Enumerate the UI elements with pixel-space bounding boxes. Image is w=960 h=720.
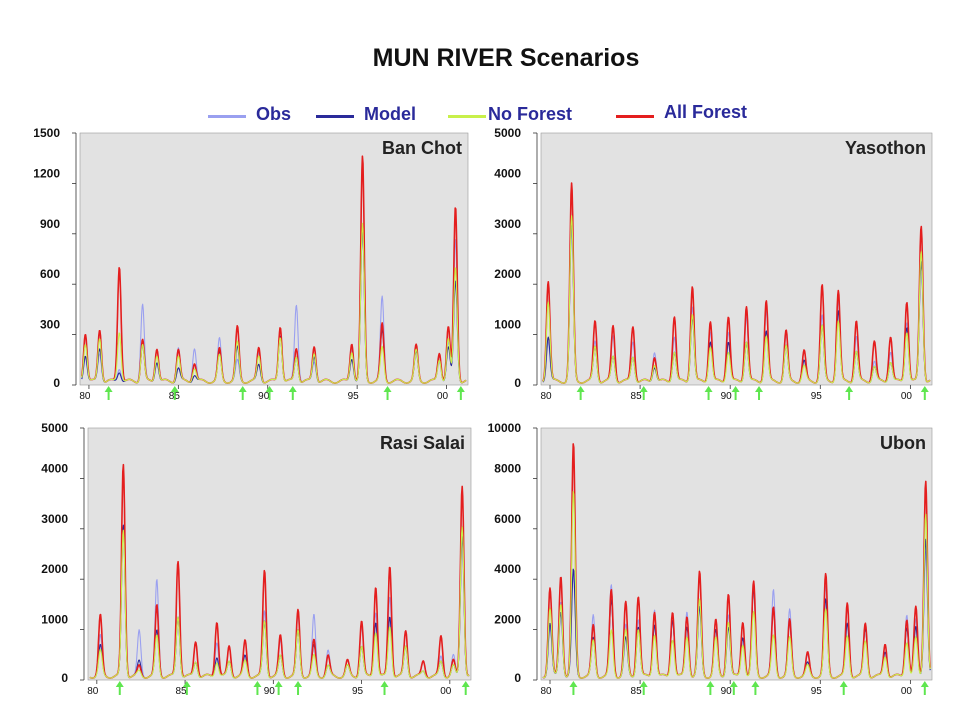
y-tick-label: 10000 [488,421,522,435]
legend-label-no-forest: No Forest [488,104,573,124]
y-tick-label: 0 [61,671,68,685]
event-arrow-head [569,681,578,687]
y-tick-label: 3000 [41,512,68,526]
plot-area [540,132,933,386]
chart-legend: Obs Model No Forest All Forest [0,102,960,129]
y-tick-label: 5000 [41,421,68,435]
series-no-forest-line [89,526,470,679]
y-tick-label: 1500 [33,126,60,140]
series-no-forest-line [542,490,931,679]
y-tick-label: 4000 [41,461,68,475]
legend-label-model: Model [364,104,416,124]
chart-rasi-salai: 0 1000 2000 3000 4000 5000 80 85 90 95 00 Rasi Sala… [41,421,472,697]
event-arrow-head [729,681,738,687]
event-arrow-head [456,386,465,392]
x-tick-label: 80 [79,391,91,402]
event-arrow-head [380,681,389,687]
chart-yasothon: 0 1000 2000 3000 4000 5000 80 85 90 95 00 Yasothon [494,126,933,402]
event-arrow-head [104,386,113,392]
event-arrow-head [170,386,179,392]
x-tick-label: 90 [264,686,276,697]
x-tick-label: 80 [540,686,552,697]
panel-title: Ubon [880,433,926,453]
event-arrow-head [920,681,929,687]
y-tick-label: 2000 [494,267,521,281]
chart-ubon: 0 2000 4000 6000 8000 10000 80 85 90 95 00 Ubon [488,421,933,697]
chart-ban-chot: 0300600900120015008085909500Ban Chot [33,126,469,402]
y-tick-label: 900 [40,217,60,231]
event-arrow-head [639,681,648,687]
x-tick-label: 85 [631,686,643,697]
page-title: MUN RIVER Scenarios [372,44,640,72]
event-arrow-head [845,386,854,392]
y-tick-label: 8000 [494,461,521,475]
legend-label-all-forest: All Forest [664,102,748,122]
x-tick-label: 00 [440,686,452,697]
x-tick-label: 85 [176,686,188,697]
event-arrow-head [274,681,283,687]
x-tick-label: 80 [87,686,99,697]
event-arrow-head [839,681,848,687]
event-arrow-head [383,386,392,392]
plot-area [540,427,933,681]
x-tick-label: 90 [258,391,270,402]
panel-title: Ban Chot [382,138,462,158]
x-tick-label: 95 [811,686,823,697]
legend-label-obs: Obs [256,104,292,124]
y-tick-label: 1000 [41,613,68,627]
y-tick-label: 4000 [494,562,521,576]
series-no-forest-line [81,222,467,384]
legend-swatch-obs [208,115,246,118]
y-tick-label: 6000 [494,512,521,526]
x-tick-label: 85 [631,391,643,402]
y-tick-label: 0 [53,376,60,390]
event-arrow-head [755,386,764,392]
event-arrow-head [115,681,124,687]
event-arrow-head [576,386,585,392]
y-tick-label: 2000 [41,562,68,576]
event-arrow-head [706,681,715,687]
x-tick-label: 80 [540,391,552,402]
event-arrow-head [704,386,713,392]
plot-area [79,132,469,386]
x-tick-label: 00 [901,686,913,697]
x-tick-label: 90 [721,391,733,402]
x-tick-label: 95 [348,391,360,402]
event-arrow-head [461,681,470,687]
event-arrow-head [920,386,929,392]
event-arrow-head [731,386,740,392]
event-arrow-head [238,386,247,392]
event-arrow-head [751,681,760,687]
y-tick-label: 1000 [494,318,521,332]
y-tick-label: 600 [40,267,60,281]
y-tick-label: 4000 [494,166,521,180]
y-tick-label: 300 [40,318,60,332]
x-tick-label: 95 [352,686,364,697]
y-tick-label: 3000 [494,217,521,231]
legend-swatch-all-forest [616,115,654,118]
legend-swatch-model [316,115,354,118]
event-arrow-head [182,681,191,687]
event-arrow-head [639,386,648,392]
event-arrow-head [253,681,262,687]
y-tick-label: 5000 [494,126,521,140]
panel-title: Yasothon [845,138,926,158]
x-tick-label: 00 [901,391,913,402]
x-tick-label: 00 [437,391,449,402]
event-arrow-head [294,681,303,687]
x-tick-label: 90 [721,686,733,697]
y-tick-label: 1200 [33,166,60,180]
event-arrow-head [265,386,274,392]
panel-title: Rasi Salai [380,433,465,453]
event-arrow-head [288,386,297,392]
legend-swatch-no-forest [448,115,486,118]
x-tick-label: 95 [811,391,823,402]
y-tick-label: 2000 [494,613,521,627]
y-tick-label: 0 [514,671,521,685]
series-no-forest-line [542,215,931,384]
y-tick-label: 0 [514,376,521,390]
